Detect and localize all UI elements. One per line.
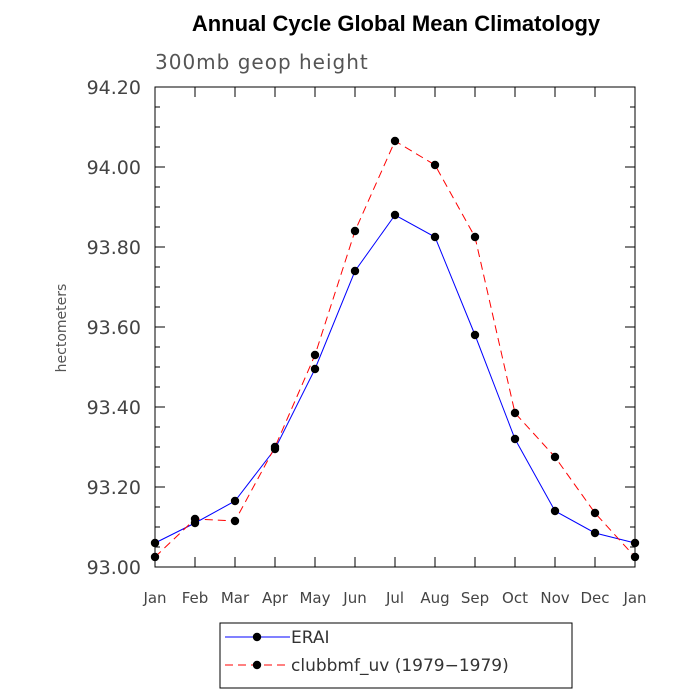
y-tick-label: 94.00 bbox=[87, 157, 141, 179]
series-0-point bbox=[390, 210, 400, 220]
x-tick-label: Apr bbox=[262, 589, 289, 607]
series-line-1 bbox=[154, 140, 636, 558]
chart-subtitle: 300mb geop height bbox=[155, 50, 369, 74]
series-1-point bbox=[310, 350, 320, 360]
y-tick-label: 93.40 bbox=[87, 397, 141, 419]
x-tick-label: Mar bbox=[221, 589, 250, 607]
x-tick-label: Dec bbox=[580, 589, 609, 607]
chart-title: Annual Cycle Global Mean Climatology bbox=[192, 11, 601, 36]
x-tick-label: Sep bbox=[461, 589, 489, 607]
legend-label-erai: ERAI bbox=[291, 628, 330, 648]
series-1-point bbox=[470, 232, 480, 242]
y-tick-label: 93.20 bbox=[87, 477, 141, 499]
series-0-point bbox=[510, 434, 520, 444]
series-1-point bbox=[190, 514, 200, 524]
x-tick-label: May bbox=[299, 589, 330, 607]
plot-frame bbox=[154, 86, 636, 568]
series-0-point bbox=[150, 538, 160, 548]
series-1-point bbox=[150, 552, 160, 562]
series-0-point bbox=[550, 506, 560, 516]
x-tick-label: Jan bbox=[622, 589, 646, 607]
x-tick-label: Jun bbox=[342, 589, 366, 607]
legend-box bbox=[219, 622, 573, 689]
y-tick-label: 93.60 bbox=[87, 317, 141, 339]
legend-marker-erai bbox=[252, 632, 262, 642]
series-0-point bbox=[430, 232, 440, 242]
x-tick-label: Nov bbox=[540, 589, 569, 607]
legend: ERAI clubbmf_uv (1979−1979) bbox=[219, 622, 573, 689]
series-1-point bbox=[230, 516, 240, 526]
y-tick-label: 93.80 bbox=[87, 237, 141, 259]
series-0-point bbox=[350, 266, 360, 276]
series-1-point bbox=[430, 160, 440, 170]
series-1-point bbox=[510, 408, 520, 418]
y-tick-label: 93.00 bbox=[87, 557, 141, 579]
series-1-point bbox=[590, 508, 600, 518]
y-tick-label: 94.20 bbox=[87, 77, 141, 99]
x-tick-labels: Jan Feb Mar Apr May Jun Jul Aug Sep Oct Nov Dec Jan bbox=[142, 589, 646, 607]
x-tick-label: Aug bbox=[420, 589, 449, 607]
series-0-point bbox=[590, 528, 600, 538]
series-1-point bbox=[550, 452, 560, 462]
x-tick-label: Oct bbox=[502, 589, 528, 607]
series-1-point bbox=[350, 226, 360, 236]
series-0-point bbox=[470, 330, 480, 340]
x-tick-label: Jan bbox=[142, 589, 166, 607]
series-1-point bbox=[630, 552, 640, 562]
series-line-0 bbox=[154, 214, 636, 544]
series-layer bbox=[150, 136, 640, 562]
axis-ticks bbox=[154, 86, 636, 568]
series-0-point bbox=[310, 364, 320, 374]
x-tick-label: Feb bbox=[182, 589, 209, 607]
y-tick-labels: 93.00 93.20 93.40 93.60 93.80 94.00 94.20 bbox=[87, 77, 141, 579]
y-axis-label: hectometers bbox=[54, 284, 70, 373]
series-0-point bbox=[230, 496, 240, 506]
series-1-point bbox=[270, 442, 280, 452]
series-0-point bbox=[630, 538, 640, 548]
x-tick-label: Jul bbox=[385, 589, 404, 607]
series-1-point bbox=[390, 136, 400, 146]
legend-marker-clubbmf bbox=[252, 660, 262, 670]
legend-label-clubbmf: clubbmf_uv (1979−1979) bbox=[291, 656, 509, 676]
